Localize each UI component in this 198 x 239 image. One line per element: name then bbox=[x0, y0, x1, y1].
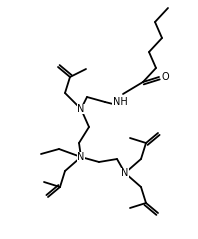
Text: N: N bbox=[77, 104, 85, 114]
Text: N: N bbox=[77, 152, 85, 162]
Text: N: N bbox=[121, 168, 129, 178]
Text: NH: NH bbox=[113, 97, 127, 107]
Text: O: O bbox=[161, 72, 169, 82]
